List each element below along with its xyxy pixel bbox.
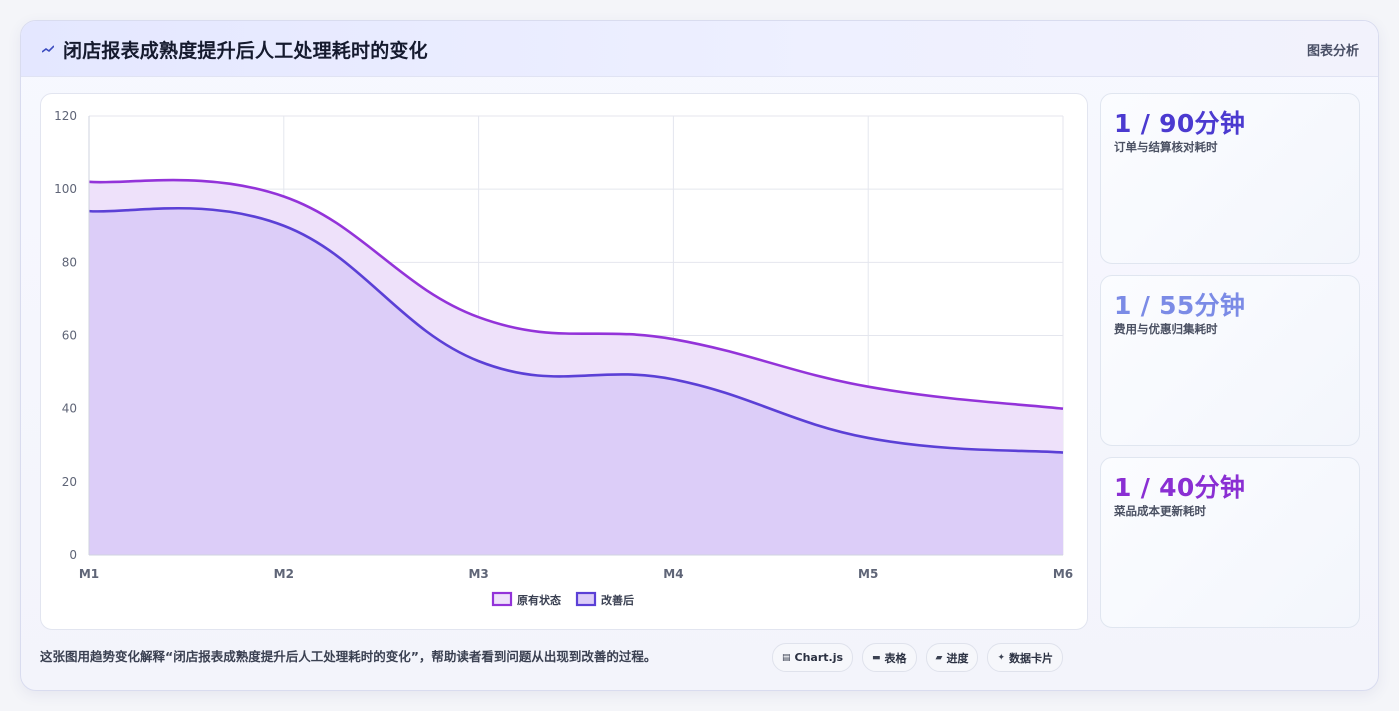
legend-swatch [575,591,597,607]
stat-card-dish-cost: 1 / 40分钟 菜品成本更新耗时 [1100,457,1360,628]
series-area-1 [89,208,1063,555]
chart-card: 0 20 40 60 80 100 120 M1 M2 M3 M4 M5 M6 原有状态 改善后 [40,93,1088,630]
chart-panel: 闭店报表成熟度提升后人工处理耗时的变化 图表分析 0 20 40 60 80 100 120… [20,20,1379,691]
table-icon: ▬ [872,652,881,663]
tech-chips: ▤ Chart.js ▬ 表格 ▰ 进度 ✦ 数据卡片 [772,643,1064,672]
x-tick-label: M3 [468,567,488,581]
x-tick-label: M1 [79,567,99,581]
chip-label: Chart.js [794,651,844,664]
stat-label: 菜品成本更新耗时 [1114,504,1206,518]
chart-caption: 这张图用趋势变化解释“闭店报表成熟度提升后人工处理耗时的变化”，帮助读者看到问题… [40,649,657,664]
x-tick-label: M6 [1053,567,1073,581]
card-icon: ✦ [997,652,1006,663]
series-line-1 [88,206,1064,454]
legend-item-1[interactable]: 改善后 [575,591,634,607]
trend-icon [42,45,54,53]
legend-swatch [491,591,513,607]
chip-data-card[interactable]: ✦ 数据卡片 [987,643,1064,672]
y-tick-label: 60 [62,329,77,343]
panel-header: 闭店报表成熟度提升后人工处理耗时的变化 图表分析 [21,21,1378,77]
chip-progress[interactable]: ▰ 进度 [925,643,979,672]
y-tick-label: 20 [62,475,77,489]
legend-label: 原有状态 [517,593,561,607]
x-tick-label: M4 [663,567,683,581]
y-tick-label: 100 [54,182,77,196]
legend-item-0[interactable]: 原有状态 [491,591,561,607]
stat-value: 1 / 55分钟 [1114,291,1246,320]
chart-analysis-button[interactable]: 图表分析 [1306,44,1359,59]
stat-value: 1 / 40分钟 [1114,473,1246,502]
stat-label: 订单与结算核对耗时 [1114,140,1218,154]
x-tick-label: M2 [274,567,294,581]
chip-table[interactable]: ▬ 表格 [862,643,917,672]
chip-label: 表格 [884,651,907,665]
progress-icon: ▰ [935,652,943,663]
page-title: 闭店报表成熟度提升后人工处理耗时的变化 [63,40,428,62]
y-tick-label: 120 [54,109,77,123]
x-tick-label: M5 [858,567,878,581]
y-tick-label: 0 [69,548,77,562]
chip-chartjs[interactable]: ▤ Chart.js [772,643,854,672]
stat-card-fee-discount: 1 / 55分钟 费用与优惠归集耗时 [1100,275,1360,446]
chip-label: 进度 [946,651,969,665]
chart-icon: ▤ [782,652,791,663]
legend-label: 改善后 [601,593,634,607]
y-tick-label: 40 [62,402,77,416]
stat-value: 1 / 90分钟 [1114,109,1246,138]
stat-card-order-settlement: 1 / 90分钟 订单与结算核对耗时 [1100,93,1360,264]
series-line-0 [88,178,1064,410]
y-tick-label: 80 [62,255,77,269]
stat-label: 费用与优惠归集耗时 [1114,322,1218,336]
area-chart: 0 20 40 60 80 100 120 M1 M2 M3 M4 M5 M6 原有状态 改善后 [54,109,1073,607]
chip-label: 数据卡片 [1009,651,1054,665]
